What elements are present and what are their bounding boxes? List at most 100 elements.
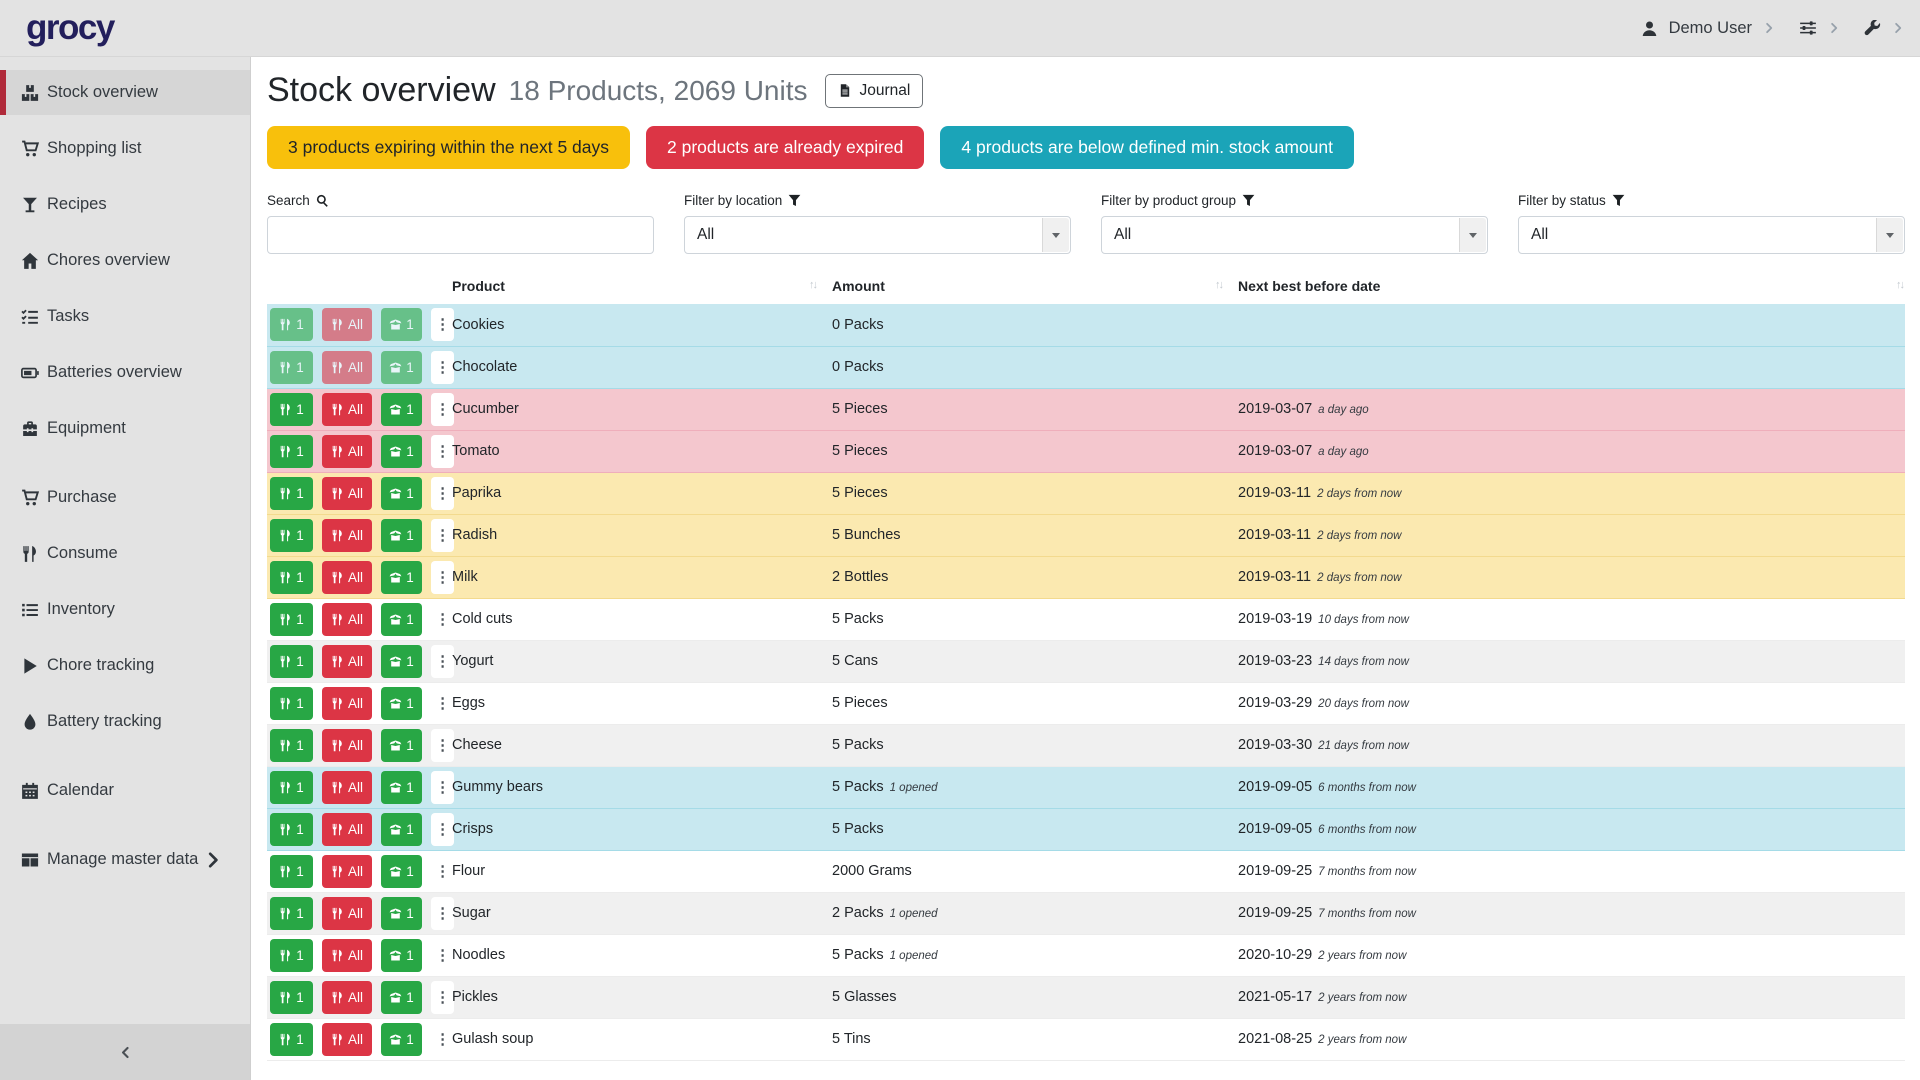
consume-one-button[interactable]: 1 — [270, 1022, 313, 1056]
sidebar-item-purchase[interactable]: Purchase — [0, 475, 250, 520]
consume-one-button[interactable]: 1 — [270, 812, 313, 846]
open-one-button[interactable]: 1 — [381, 980, 423, 1014]
consume-one-button[interactable]: 1 — [270, 476, 313, 510]
row-more-button[interactable]: ⋮ — [431, 560, 455, 594]
row-more-button[interactable]: ⋮ — [431, 812, 455, 846]
open-one-button[interactable]: 1 — [381, 1022, 423, 1056]
alert-badge-info[interactable]: 4 products are below defined min. stock … — [940, 126, 1354, 169]
product-group-select[interactable]: All — [1101, 216, 1488, 254]
consume-all-button[interactable]: All — [322, 980, 373, 1014]
open-one-button[interactable]: 1 — [381, 350, 423, 384]
sidebar-item-manage-master-data[interactable]: Manage master data — [0, 837, 250, 882]
open-one-button[interactable]: 1 — [381, 812, 423, 846]
open-one-button[interactable]: 1 — [381, 392, 423, 426]
consume-all-button[interactable]: All — [322, 518, 373, 552]
consume-one-button[interactable]: 1 — [270, 686, 313, 720]
row-more-button[interactable]: ⋮ — [431, 602, 455, 636]
consume-all-button[interactable]: All — [322, 392, 373, 426]
sidebar-item-chore-tracking[interactable]: Chore tracking — [0, 643, 250, 688]
consume-one-button[interactable]: 1 — [270, 350, 313, 384]
open-one-button[interactable]: 1 — [381, 560, 423, 594]
sidebar-item-consume[interactable]: Consume — [0, 531, 250, 576]
row-more-button[interactable]: ⋮ — [431, 350, 455, 384]
product-column-header[interactable]: Product ↑↓ — [452, 272, 832, 304]
consume-one-button[interactable]: 1 — [270, 770, 313, 804]
open-one-button[interactable]: 1 — [381, 728, 423, 762]
consume-one-button[interactable]: 1 — [270, 602, 313, 636]
consume-all-button[interactable]: All — [322, 602, 373, 636]
consume-all-button[interactable]: All — [322, 476, 373, 510]
row-more-button[interactable]: ⋮ — [431, 938, 455, 972]
user-menu[interactable]: Demo User — [1641, 19, 1775, 38]
open-one-button[interactable]: 1 — [381, 896, 423, 930]
sidebar-item-recipes[interactable]: Recipes — [0, 182, 250, 227]
row-more-button[interactable]: ⋮ — [431, 644, 455, 678]
open-one-button[interactable]: 1 — [381, 308, 423, 342]
consume-one-button[interactable]: 1 — [270, 728, 313, 762]
open-one-button[interactable]: 1 — [381, 770, 423, 804]
row-more-button[interactable]: ⋮ — [431, 434, 455, 468]
sidebar-item-shopping-list[interactable]: Shopping list — [0, 126, 250, 171]
sidebar-item-calendar[interactable]: Calendar — [0, 768, 250, 813]
sidebar-item-battery-tracking[interactable]: Battery tracking — [0, 699, 250, 744]
consume-all-button[interactable]: All — [322, 644, 373, 678]
consume-one-button[interactable]: 1 — [270, 980, 313, 1014]
sidebar-item-inventory[interactable]: Inventory — [0, 587, 250, 632]
row-more-button[interactable]: ⋮ — [431, 476, 455, 510]
alert-badge-danger[interactable]: 2 products are already expired — [646, 126, 925, 169]
row-more-button[interactable]: ⋮ — [431, 896, 455, 930]
consume-one-button[interactable]: 1 — [270, 434, 313, 468]
consume-one-button[interactable]: 1 — [270, 308, 313, 342]
sidebar-collapse-button[interactable] — [0, 1024, 250, 1080]
consume-all-button[interactable]: All — [322, 896, 373, 930]
row-more-button[interactable]: ⋮ — [431, 980, 455, 1014]
sidebar-item-equipment[interactable]: Equipment — [0, 406, 250, 451]
open-one-button[interactable]: 1 — [381, 602, 423, 636]
open-one-button[interactable]: 1 — [381, 686, 423, 720]
sidebar-item-stock-overview[interactable]: Stock overview — [0, 70, 250, 115]
row-more-button[interactable]: ⋮ — [431, 308, 455, 342]
alert-badge-warning[interactable]: 3 products expiring within the next 5 da… — [267, 126, 631, 169]
consume-one-button[interactable]: 1 — [270, 896, 313, 930]
open-one-button[interactable]: 1 — [381, 518, 423, 552]
row-more-button[interactable]: ⋮ — [431, 1022, 455, 1056]
row-more-button[interactable]: ⋮ — [431, 392, 455, 426]
row-more-button[interactable]: ⋮ — [431, 518, 455, 552]
open-one-button[interactable]: 1 — [381, 854, 423, 888]
status-select[interactable]: All — [1518, 216, 1905, 254]
consume-one-button[interactable]: 1 — [270, 518, 313, 552]
consume-all-button[interactable]: All — [322, 308, 373, 342]
consume-one-button[interactable]: 1 — [270, 560, 313, 594]
journal-button[interactable]: Journal — [825, 73, 924, 108]
sidebar-item-tasks[interactable]: Tasks — [0, 294, 250, 339]
consume-all-button[interactable]: All — [322, 812, 373, 846]
row-more-button[interactable]: ⋮ — [431, 728, 455, 762]
consume-one-button[interactable]: 1 — [270, 392, 313, 426]
sidebar-item-chores-overview[interactable]: Chores overview — [0, 238, 250, 283]
consume-all-button[interactable]: All — [322, 1022, 373, 1056]
open-one-button[interactable]: 1 — [381, 476, 423, 510]
consume-one-button[interactable]: 1 — [270, 938, 313, 972]
search-input[interactable] — [267, 216, 654, 254]
date-column-header[interactable]: Next best before date ↑↓ — [1238, 272, 1905, 304]
row-more-button[interactable]: ⋮ — [431, 770, 455, 804]
consume-all-button[interactable]: All — [322, 938, 373, 972]
open-one-button[interactable]: 1 — [381, 434, 423, 468]
amount-column-header[interactable]: Amount ↑↓ — [832, 272, 1238, 304]
settings-menu[interactable] — [1799, 19, 1840, 37]
consume-all-button[interactable]: All — [322, 350, 373, 384]
consume-all-button[interactable]: All — [322, 560, 373, 594]
open-one-button[interactable]: 1 — [381, 644, 423, 678]
consume-all-button[interactable]: All — [322, 854, 373, 888]
location-select[interactable]: All — [684, 216, 1071, 254]
consume-all-button[interactable]: All — [322, 434, 373, 468]
row-more-button[interactable]: ⋮ — [431, 686, 455, 720]
consume-all-button[interactable]: All — [322, 770, 373, 804]
grocy-logo[interactable]: grocy — [26, 8, 115, 47]
open-one-button[interactable]: 1 — [381, 938, 423, 972]
row-more-button[interactable]: ⋮ — [431, 854, 455, 888]
consume-one-button[interactable]: 1 — [270, 644, 313, 678]
consume-all-button[interactable]: All — [322, 686, 373, 720]
admin-menu[interactable] — [1864, 19, 1904, 37]
consume-all-button[interactable]: All — [322, 728, 373, 762]
